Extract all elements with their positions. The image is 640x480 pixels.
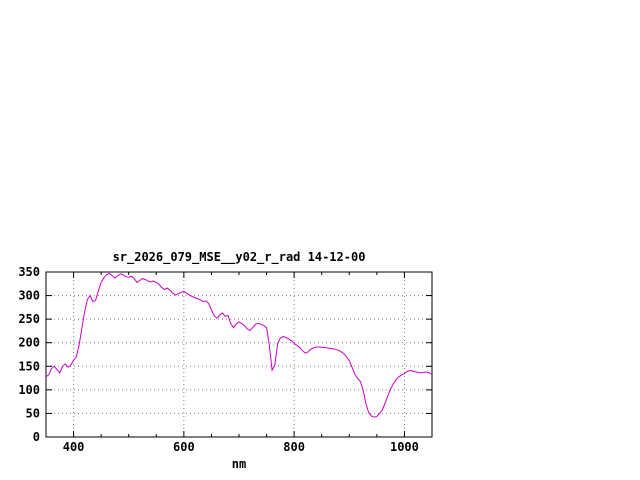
y-tick-label: 0 (33, 430, 40, 444)
x-tick-label: 800 (283, 440, 305, 454)
y-tick-label: 350 (18, 265, 40, 279)
data-line (45, 272, 433, 418)
chart-title: sr_2026_079_MSE__y02_r_rad 14-12-00 (113, 250, 366, 265)
x-tick-label: 400 (63, 440, 85, 454)
y-tick-label: 250 (18, 312, 40, 326)
tick-labels: 0 50 100 150 200 250 300 350 400 600 800 1000 (18, 265, 419, 454)
y-tick-label: 300 (18, 289, 40, 303)
y-tick-label: 150 (18, 359, 40, 373)
y-tick-label: 200 (18, 336, 40, 350)
grid-lines (46, 272, 432, 437)
y-tick-label: 100 (18, 383, 40, 397)
x-tick-label: 1000 (390, 440, 419, 454)
y-tick-label: 50 (26, 406, 40, 420)
axis-ticks (45, 271, 433, 438)
plot-border (45, 271, 433, 438)
x-tick-label: 600 (173, 440, 195, 454)
x-axis-label: nm (232, 457, 246, 471)
